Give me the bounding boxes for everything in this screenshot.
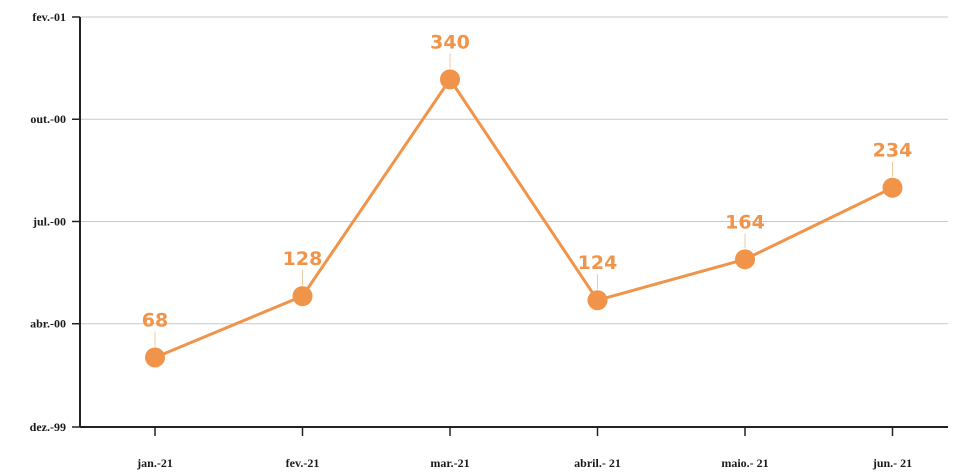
x-tick-label: mar.-21 [430,456,469,470]
y-tick-label: abr.-00 [30,317,66,331]
y-tick-label: dez.-99 [30,420,66,434]
x-axis-ticks: jan.-21 fev.-21 mar.-21 abril.- 21 maio.- 21… [136,427,912,470]
data-labels: 68 128 340 124 164 234 [142,31,913,347]
data-point [145,347,165,368]
data-label: 68 [142,309,168,331]
x-tick-label: fev.-21 [286,456,320,470]
y-tick-label: out.-00 [30,112,66,126]
y-tick-label: jul.-00 [32,214,66,228]
x-tick-label: abril.- 21 [574,456,621,470]
series-line-layer [153,77,894,359]
y-axis-ticks: dez.-99 abr.-00 jul.-00 out.-00 fev.-01 [30,10,80,434]
data-point [587,290,608,311]
data-label: 234 [873,140,913,162]
gridlines [80,16,948,325]
x-tick-label: jun.- 21 [872,456,912,470]
data-point [292,286,313,307]
data-point [440,69,460,90]
x-tick-label: jan.-21 [136,456,173,470]
data-label: 128 [283,248,323,270]
data-label: 164 [725,211,765,233]
data-point [735,249,755,270]
axes [79,17,948,428]
data-label: 124 [578,252,618,274]
y-tick-label: fev.-01 [32,10,66,24]
x-tick-label: maio.- 21 [721,456,768,470]
series-line [153,77,894,359]
data-label: 340 [430,31,470,53]
data-points [145,69,903,368]
data-point [882,177,903,198]
